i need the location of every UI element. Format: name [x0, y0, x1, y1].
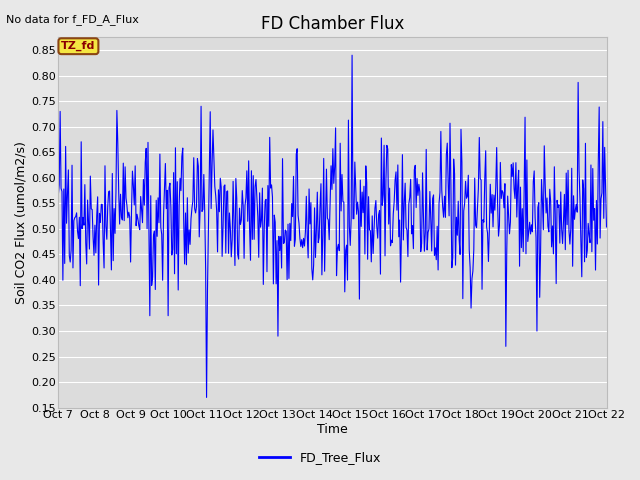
Legend: FD_Tree_Flux: FD_Tree_Flux [253, 446, 387, 469]
Text: No data for f_FD_A_Flux: No data for f_FD_A_Flux [6, 14, 140, 25]
Y-axis label: Soil CO2 Flux (umol/m2/s): Soil CO2 Flux (umol/m2/s) [15, 141, 28, 304]
Title: FD Chamber Flux: FD Chamber Flux [260, 15, 404, 33]
Text: TZ_fd: TZ_fd [61, 41, 95, 51]
X-axis label: Time: Time [317, 423, 348, 436]
